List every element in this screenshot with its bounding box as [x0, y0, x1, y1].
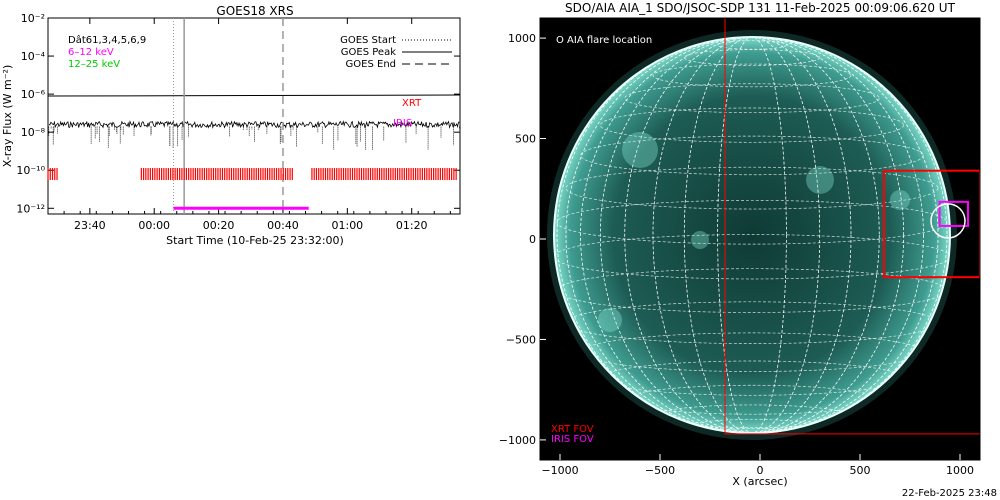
aia-flare-legend: O AIA flare location: [556, 35, 652, 46]
legend-low-energy: 6–12 keV: [68, 47, 114, 58]
sun-longitude-line: [599, 37, 905, 433]
sun-longitude-line: [717, 37, 787, 433]
aia-y-axis: 1000 500 0 −500 −1000: [499, 32, 546, 447]
aia-x-tick-label: 0: [757, 464, 764, 477]
goes-x-tick-label: 01:00: [331, 219, 363, 232]
footer-date: 22-Feb-2025 23:48: [902, 488, 997, 499]
goes-x-tick-label: 00:00: [138, 219, 170, 232]
legend-goes-peak: GOES Peak: [341, 47, 396, 58]
sun-latitude-line: [580, 135, 924, 176]
goes-x-tick-label: 00:20: [203, 219, 235, 232]
aia-panel: SDO/AIA AIA_1 SDO/JSOC-SDP 131 11-Feb-20…: [499, 1, 981, 488]
legend-goes-start: GOES Start: [340, 35, 396, 46]
iris-label: IRIS: [393, 118, 412, 129]
sun-longitude-line: [556, 37, 948, 433]
sun-longitude-line: [580, 37, 924, 433]
goes-plot-frame: [47, 17, 461, 215]
active-region: [806, 166, 834, 194]
goes-y-tick-label: 10⁻⁴: [21, 50, 46, 63]
goes-coverage-marks: [47, 168, 457, 210]
legend-high-energy: 12–25 keV: [68, 59, 120, 70]
aia-y-tick-label: −1000: [499, 434, 536, 447]
flare-location-circle: [930, 203, 966, 239]
sun-latitude-line: [652, 63, 852, 88]
xrt-fov-box: [724, 18, 980, 435]
sun-latitude-line: [565, 166, 939, 210]
xrt-label: XRT: [402, 98, 422, 109]
sun-latitude-line: [554, 234, 950, 280]
sun-limb: [553, 36, 951, 434]
aia-x-tick-label: 500: [850, 464, 871, 477]
aia-fov-overlays: [724, 18, 980, 435]
aia-title: SDO/AIA AIA_1 SDO/JSOC-SDP 131 11-Feb-20…: [565, 1, 956, 15]
aia-x-tick-label: 1000: [946, 464, 974, 477]
goes-series-group: [47, 94, 461, 151]
xrt-fov-box-2: [883, 169, 980, 279]
goes-x-tick-label: 00:40: [267, 219, 299, 232]
sun-longitude-line: [683, 37, 821, 433]
goes-x-tick-label: 01:20: [396, 219, 428, 232]
sun-latitude-line: [717, 40, 787, 50]
legend-goes-end: GOES End: [346, 59, 396, 70]
goes-x-tick-label: 23:40: [74, 219, 106, 232]
series-long-channel: [47, 94, 461, 97]
sun-longitude-line: [624, 37, 880, 433]
aia-y-tick-label: 0: [529, 233, 536, 246]
iris-fov-box: [938, 200, 969, 227]
aia-x-tick-label: −1000: [541, 464, 578, 477]
goes-y-axis: 10⁻¹² 10⁻¹⁰ 10⁻⁸ 10⁻⁶ 10⁻⁴ 10⁻²: [16, 12, 460, 215]
active-region: [890, 190, 910, 210]
goes-y-tick-label: 10⁻⁸: [21, 126, 46, 139]
sun-latitude-line: [556, 199, 948, 245]
legend-dataset: Dât61,3,4,5,6,9: [68, 34, 146, 46]
goes-xlabel: Start Time (10-Feb-25 23:32:00): [166, 234, 344, 247]
aia-y-tick-label: −500: [506, 333, 536, 346]
xrt-fov-label: XRT FOV: [551, 424, 594, 435]
goes-y-tick-label: 10⁻¹⁰: [16, 164, 45, 177]
active-region: [691, 231, 709, 249]
goes-title: GOES18 XRS: [216, 4, 293, 18]
goes-panel: GOES18 XRS 23:40 00:00 00:20 00:40 01:00 01:2…: [1, 4, 461, 247]
goes-ylabel: X-ray Flux (W m⁻²): [1, 65, 14, 167]
goes-y-tick-label: 10⁻²: [21, 12, 45, 25]
aia-y-tick-label: 500: [515, 133, 536, 146]
iris-fov-label: IRIS FOV: [551, 434, 594, 445]
aia-x-axis: −1000 −500 0 500 1000: [541, 454, 974, 477]
sun-longitude-line: [652, 37, 852, 433]
aia-y-tick-label: 1000: [508, 32, 536, 45]
sun-latitude-line: [624, 83, 880, 114]
sun-disk: [554, 37, 950, 433]
active-region: [598, 308, 622, 332]
aia-x-tick-label: −500: [645, 464, 675, 477]
active-region: [622, 132, 658, 168]
series-short-channel: [48, 120, 460, 129]
goes-y-tick-label: 10⁻¹²: [16, 202, 45, 215]
aia-xlabel: X (arcsec): [732, 475, 787, 488]
goes-event-lines: [173, 18, 284, 214]
aia-image: [547, 18, 980, 440]
goes-y-tick-label: 10⁻⁶: [21, 88, 46, 101]
